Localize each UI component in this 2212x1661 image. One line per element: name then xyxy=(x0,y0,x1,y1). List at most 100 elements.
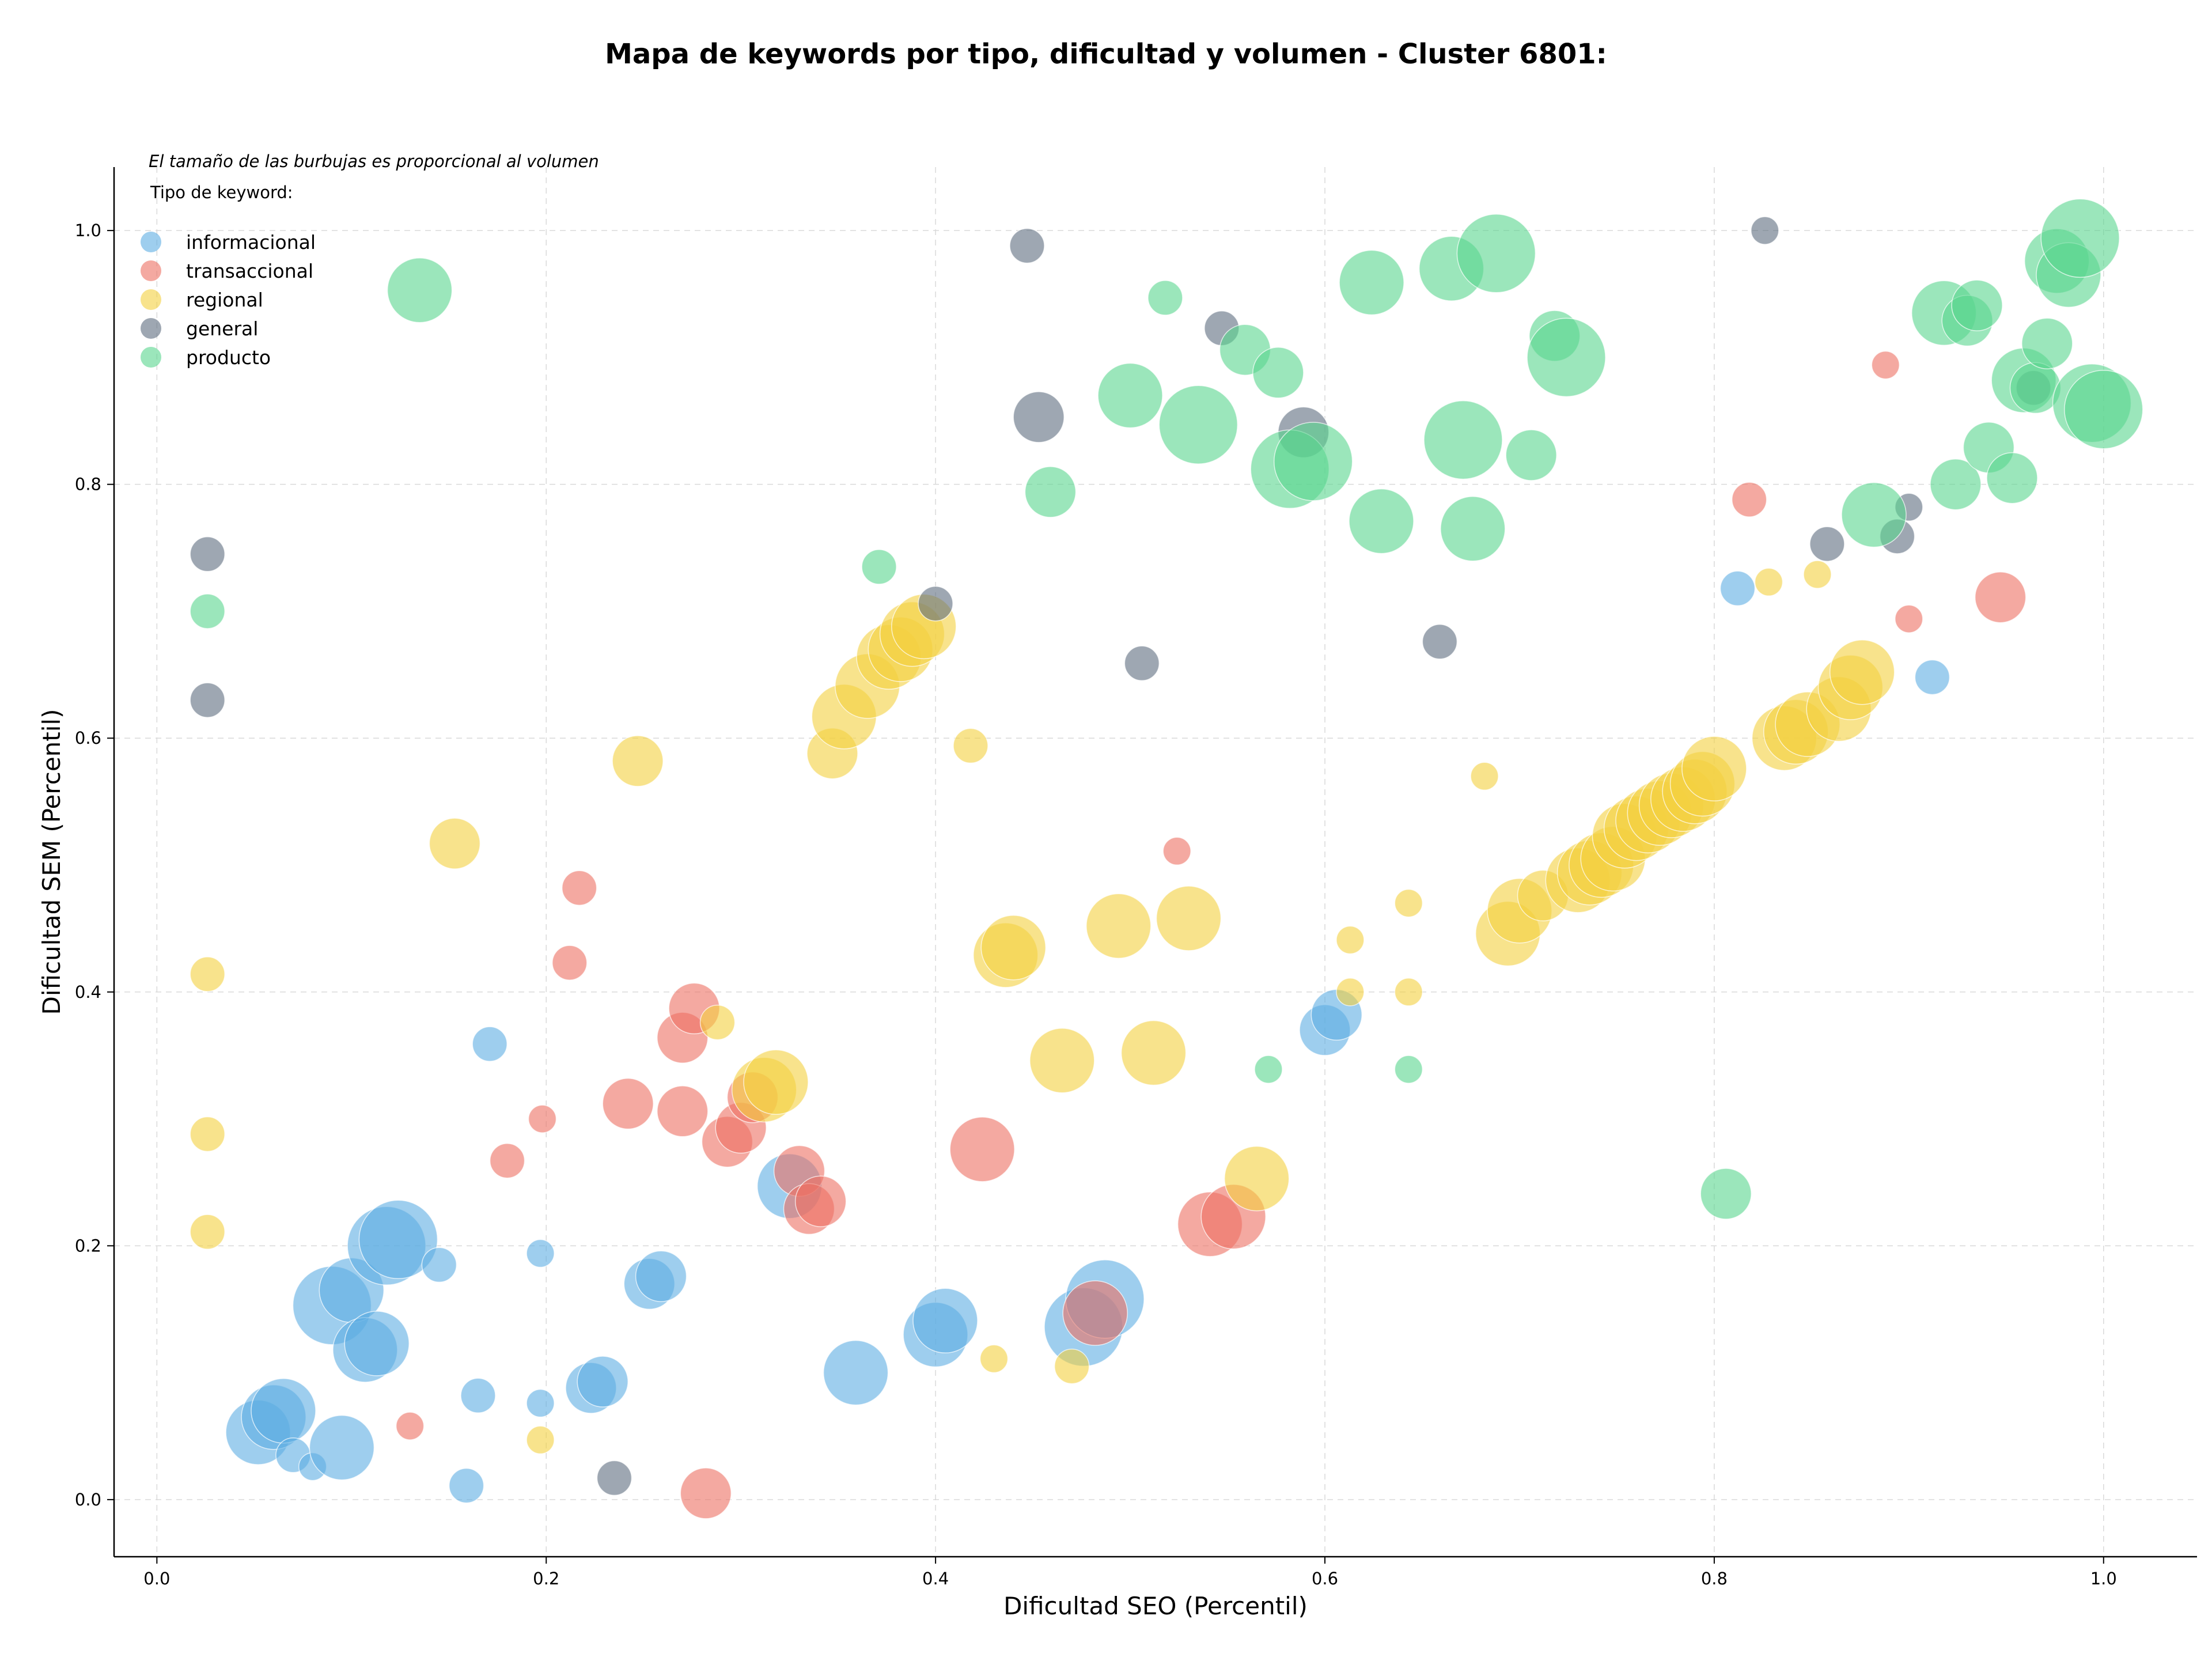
y-tick-label: 1.0 xyxy=(75,221,101,240)
legend-label: general xyxy=(186,317,258,340)
data-point xyxy=(1731,482,1767,517)
series-transaccional xyxy=(395,350,2027,1519)
legend-item: transaccional xyxy=(141,260,313,282)
data-point xyxy=(1895,604,1923,633)
y-tick-label: 0.0 xyxy=(75,1490,101,1509)
legend-label: regional xyxy=(186,289,263,311)
data-point xyxy=(1147,280,1183,316)
data-point xyxy=(489,1142,525,1179)
legend-item: producto xyxy=(141,346,271,369)
data-point xyxy=(699,1004,736,1041)
data-point xyxy=(1986,452,2038,504)
data-point xyxy=(1841,482,1907,548)
data-point xyxy=(2040,198,2120,278)
data-point xyxy=(1273,422,1353,501)
x-tick-label: 0.6 xyxy=(1312,1569,1338,1588)
data-point xyxy=(190,593,225,629)
data-point xyxy=(823,1340,889,1406)
data-point xyxy=(190,1116,225,1152)
data-point xyxy=(552,945,588,981)
data-point xyxy=(680,1467,732,1519)
legend-title: Tipo de keyword: xyxy=(150,183,293,202)
data-point xyxy=(1349,488,1414,554)
grid xyxy=(114,167,2197,1557)
legend-label: transaccional xyxy=(186,260,313,282)
data-point xyxy=(1162,837,1191,866)
data-point xyxy=(526,1388,555,1418)
legend-marker xyxy=(141,318,161,339)
legend-items: informacional transaccional regional genera… xyxy=(141,231,316,369)
chart-title: Mapa de keywords por tipo, dificultad y … xyxy=(605,38,1607,70)
data-point xyxy=(918,585,953,622)
data-point xyxy=(395,1412,425,1440)
data-point xyxy=(1751,216,1779,245)
data-point xyxy=(794,1175,847,1227)
data-point xyxy=(1423,400,1503,480)
x-tick-label: 0.0 xyxy=(143,1569,170,1588)
data-point xyxy=(1803,560,1832,589)
data-point xyxy=(1336,978,1365,1007)
data-point xyxy=(1470,762,1499,791)
data-point xyxy=(1505,429,1557,481)
data-point xyxy=(526,1425,555,1455)
data-point xyxy=(190,536,225,572)
data-point xyxy=(1754,567,1783,597)
legend-item: informacional xyxy=(141,231,316,253)
data-point xyxy=(528,1104,557,1133)
data-point xyxy=(602,1077,654,1130)
data-point xyxy=(358,1200,438,1280)
data-point xyxy=(743,1049,809,1115)
data-point xyxy=(1914,659,1950,695)
data-point xyxy=(1254,1055,1283,1084)
ticks: 0.0 0.2 0.4 0.6 0.8 1.0 0.0 0.2 0.4 0.6 0.8 1.0 xyxy=(75,221,2117,1588)
data-point xyxy=(448,1467,484,1504)
legend-item: general xyxy=(141,317,258,340)
data-point xyxy=(1681,736,1747,801)
x-tick-label: 0.4 xyxy=(922,1569,949,1588)
data-point xyxy=(1224,1145,1290,1212)
legend-marker xyxy=(141,347,161,368)
data-point xyxy=(190,682,225,718)
data-point xyxy=(2021,317,2073,369)
data-point xyxy=(1156,886,1222,951)
data-point xyxy=(1394,888,1423,918)
series-regional xyxy=(190,560,1895,1455)
data-point xyxy=(1013,391,1065,443)
y-tick-label: 0.2 xyxy=(75,1236,101,1255)
x-axis-label: Dificultad SEO (Percentil) xyxy=(1003,1592,1308,1620)
data-point xyxy=(1158,385,1238,464)
data-point xyxy=(1339,249,1404,316)
data-point xyxy=(2064,369,2143,449)
legend-marker xyxy=(141,232,161,252)
legend: El tamaño de las burbujas es proporciona… xyxy=(141,152,599,369)
y-tick-label: 0.8 xyxy=(75,475,101,494)
data-point xyxy=(1394,978,1423,1007)
data-point xyxy=(561,870,597,906)
data-point xyxy=(1024,466,1077,518)
data-point xyxy=(912,1288,978,1354)
data-point xyxy=(1029,1027,1095,1094)
data-point xyxy=(1951,279,2003,331)
data-point xyxy=(980,914,1047,981)
data-point xyxy=(1422,624,1458,660)
data-point xyxy=(1054,1348,1090,1384)
data-point xyxy=(526,1239,555,1268)
data-point xyxy=(1930,458,1982,510)
data-point xyxy=(344,1311,410,1376)
data-point xyxy=(1336,925,1365,955)
series-informacional xyxy=(225,570,1950,1504)
data-points xyxy=(190,198,2143,1519)
y-axis-label: Dificultad SEM (Percentil) xyxy=(37,709,66,1015)
y-tick-label: 0.6 xyxy=(75,728,101,748)
data-point xyxy=(190,1214,225,1250)
data-point xyxy=(1527,317,1606,398)
data-point xyxy=(1871,350,1900,380)
data-point xyxy=(953,728,988,764)
data-point xyxy=(1456,214,1536,293)
data-point xyxy=(979,1344,1009,1374)
legend-marker xyxy=(141,289,161,310)
data-point xyxy=(472,1026,507,1062)
data-point xyxy=(635,1250,687,1302)
legend-label: producto xyxy=(186,346,271,369)
data-point xyxy=(460,1378,496,1414)
